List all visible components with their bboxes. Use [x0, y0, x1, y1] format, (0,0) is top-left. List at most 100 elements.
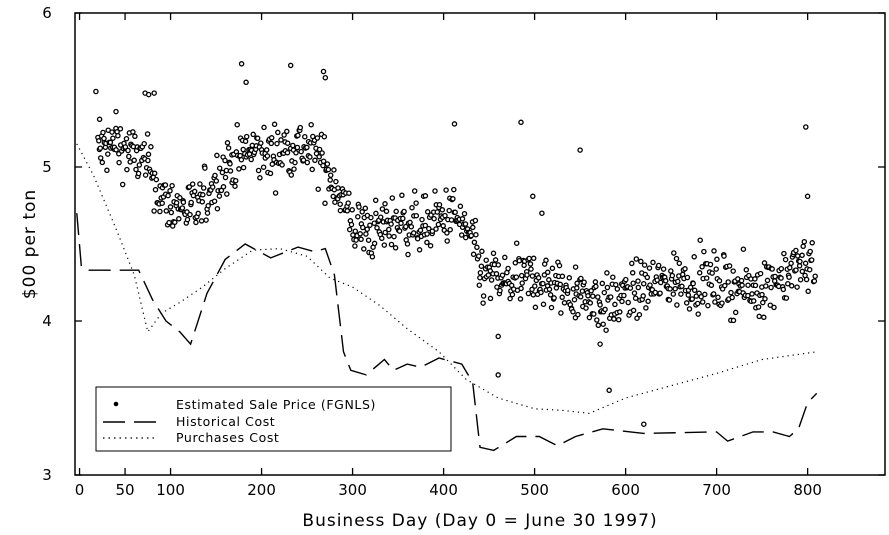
sale-price-point [559, 294, 565, 301]
sale-price-point [640, 280, 647, 287]
sale-price-point [538, 289, 544, 296]
sale-price-point [673, 255, 680, 262]
sale-price-point [298, 148, 304, 155]
sale-price-point [716, 278, 723, 284]
sale-price-point [594, 317, 600, 323]
sale-price-point [458, 232, 465, 238]
sale-price-point [812, 273, 818, 279]
sale-price-point [399, 192, 405, 199]
sale-price-point [261, 124, 267, 131]
sale-price-point [145, 91, 152, 98]
sale-price-point [532, 283, 538, 289]
sale-price-point [193, 219, 199, 226]
sale-price-point [519, 280, 525, 286]
sale-price-point [227, 161, 233, 167]
sale-price-point [263, 147, 270, 153]
sale-price-point [476, 282, 483, 288]
sale-price-point [184, 216, 191, 223]
sale-price-point [472, 217, 479, 224]
sale-price-point [690, 280, 696, 287]
sale-price-point [225, 145, 232, 151]
sale-price-point [772, 273, 778, 280]
sale-price-point [417, 227, 424, 234]
sale-price-point [597, 341, 603, 347]
x-tick-label: 300 [338, 481, 367, 499]
sale-price-point [512, 260, 519, 266]
sale-price-point [509, 291, 516, 298]
sale-price-point [603, 327, 609, 333]
legend-label-historical: Historical Cost [176, 414, 275, 429]
sale-price-point [116, 159, 122, 166]
plot-frame [74, 12, 886, 476]
sale-price-point [571, 296, 578, 303]
sale-price-point [411, 188, 418, 194]
sale-price-point [529, 286, 535, 293]
sale-price-point [188, 199, 194, 206]
sale-price-point [386, 226, 392, 233]
sale-price-point [148, 144, 154, 150]
sale-price-point [743, 267, 750, 273]
sale-price-point [781, 250, 787, 257]
sale-price-point [287, 62, 294, 69]
sale-price-point [505, 265, 511, 272]
sale-price-point [577, 147, 583, 153]
estimated-sale-price-points [93, 61, 818, 427]
sale-price-point [540, 280, 546, 287]
sale-price-point [702, 291, 708, 298]
sale-price-point [332, 199, 338, 205]
sale-price-point [353, 237, 359, 243]
sale-price-point [358, 236, 364, 243]
sale-price-point [371, 240, 378, 247]
sale-price-point [447, 226, 453, 233]
sale-price-point [645, 298, 651, 305]
sale-price-point [293, 150, 299, 156]
sale-price-point [615, 316, 622, 323]
sale-price-point [477, 269, 484, 276]
sale-price-point [558, 310, 564, 316]
sale-price-point [279, 162, 285, 168]
sale-price-point [574, 285, 580, 291]
sale-price-point [304, 144, 310, 151]
sale-price-point [487, 295, 494, 302]
sale-price-point [100, 129, 106, 136]
sale-price-point [750, 298, 757, 304]
sale-price-point [483, 257, 489, 263]
sale-price-point [683, 300, 690, 306]
sale-price-point [804, 193, 811, 200]
sale-price-point [478, 263, 485, 269]
sale-price-point [250, 131, 256, 138]
sale-price-point [352, 243, 358, 249]
sale-price-point [570, 309, 576, 315]
sale-price-point [623, 276, 629, 283]
sale-price-point [518, 285, 524, 292]
sale-price-point [232, 183, 238, 189]
sale-price-point [695, 311, 701, 317]
sale-price-point [198, 218, 205, 224]
sale-price-point [513, 274, 520, 280]
sale-price-point [699, 264, 705, 270]
sale-price-point [780, 286, 787, 293]
sale-price-point [635, 284, 642, 291]
sale-price-point [348, 221, 355, 228]
sale-price-point [546, 286, 553, 293]
sale-price-point [703, 275, 710, 281]
sale-price-point [638, 258, 644, 265]
sale-price-point [802, 260, 809, 267]
sale-price-point [320, 68, 327, 75]
sale-price-point [388, 241, 395, 248]
sale-price-point [144, 131, 151, 137]
sale-price-point [730, 268, 736, 274]
sale-price-point [631, 290, 638, 296]
sale-price-point [110, 135, 116, 141]
sale-price-point [668, 268, 674, 274]
purchases-cost-path [76, 143, 817, 415]
sale-price-point [130, 129, 136, 135]
x-tick-label: 400 [429, 481, 458, 499]
sale-price-point [126, 153, 132, 160]
sale-price-point [180, 199, 187, 206]
sale-price-point [507, 295, 513, 302]
sale-price-point [606, 387, 612, 394]
sale-price-point [799, 268, 806, 275]
sale-price-point [157, 208, 163, 215]
sale-price-point [374, 225, 380, 231]
